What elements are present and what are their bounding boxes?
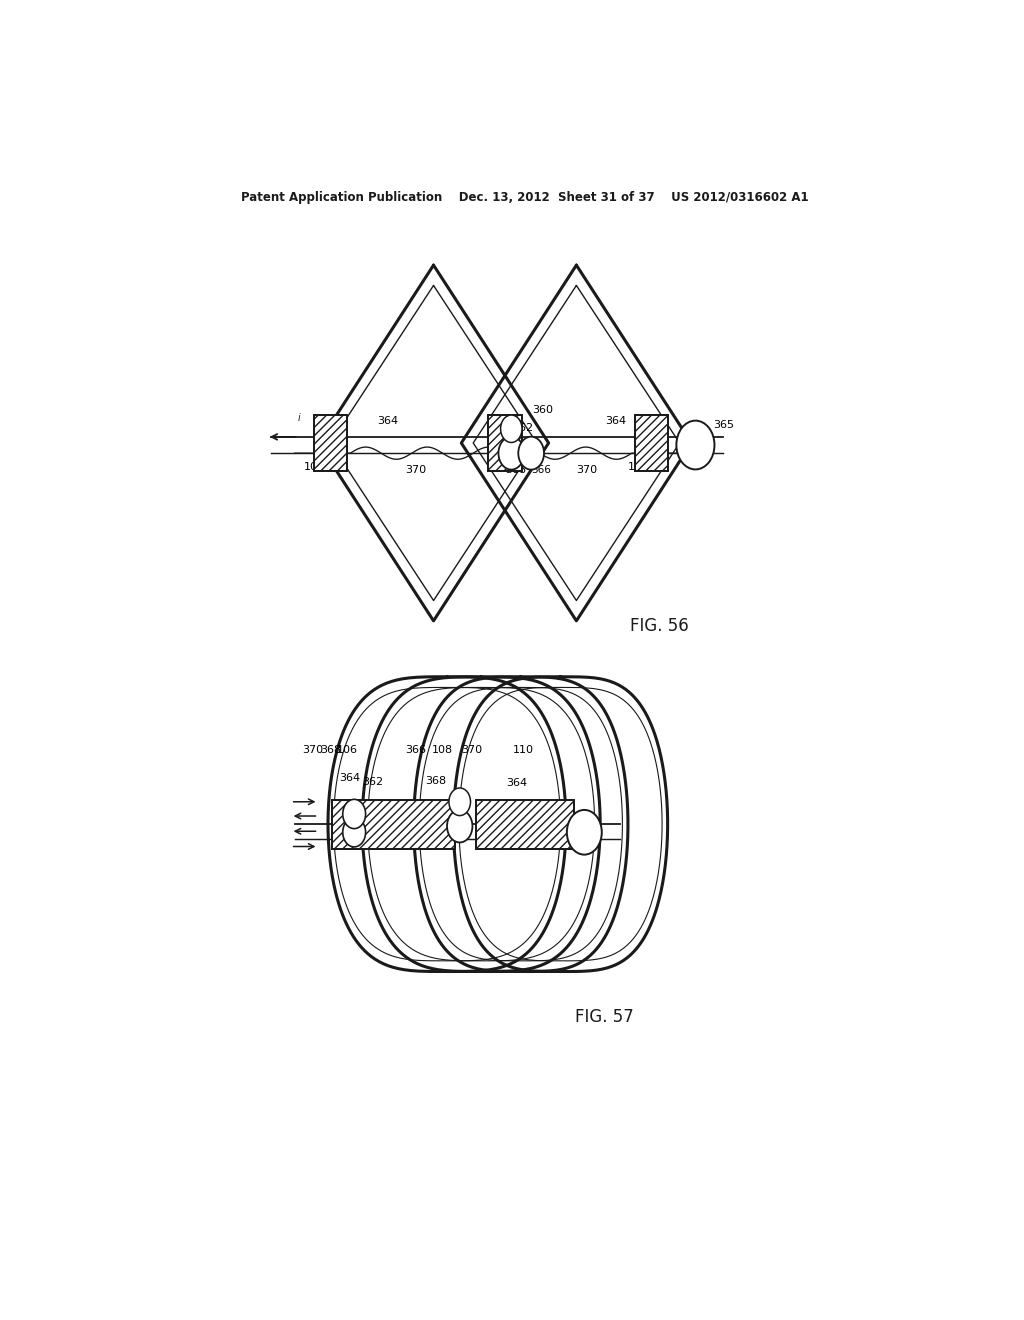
Text: FIG. 56: FIG. 56	[631, 616, 689, 635]
Text: 366: 366	[531, 466, 551, 475]
Text: 364: 364	[377, 416, 398, 425]
Bar	[475, 800, 574, 849]
Text: 110: 110	[628, 462, 649, 473]
Text: 106: 106	[337, 744, 358, 755]
Bar	[488, 414, 521, 471]
Text: 108: 108	[432, 744, 453, 755]
Circle shape	[447, 810, 472, 842]
Circle shape	[499, 437, 524, 470]
Text: 106: 106	[304, 462, 325, 473]
Circle shape	[343, 817, 366, 847]
Text: 364: 364	[506, 779, 527, 788]
Text: 366: 366	[404, 744, 426, 755]
Bar	[313, 414, 347, 471]
Bar	[488, 414, 521, 471]
Circle shape	[501, 414, 522, 442]
Text: 370: 370	[406, 466, 427, 475]
Circle shape	[343, 800, 366, 829]
Text: 360: 360	[532, 405, 554, 416]
Bar	[488, 414, 521, 471]
Bar	[333, 800, 456, 849]
Text: 364: 364	[340, 774, 360, 783]
Bar	[635, 414, 669, 471]
Text: 110: 110	[513, 744, 534, 755]
Text: 368: 368	[319, 744, 341, 755]
Text: 370: 370	[461, 744, 482, 755]
Bar	[333, 800, 456, 849]
Bar	[635, 414, 669, 471]
Circle shape	[449, 788, 470, 816]
Text: 370: 370	[302, 744, 324, 755]
Text: 365: 365	[713, 420, 734, 430]
Text: Patent Application Publication    Dec. 13, 2012  Sheet 31 of 37    US 2012/03166: Patent Application Publication Dec. 13, …	[241, 190, 809, 203]
Bar	[475, 800, 574, 849]
Bar	[313, 414, 347, 471]
Text: 362: 362	[512, 422, 532, 433]
Text: 368: 368	[505, 466, 526, 475]
Text: 370: 370	[577, 466, 597, 475]
Circle shape	[518, 437, 544, 470]
Text: FIG. 57: FIG. 57	[574, 1008, 634, 1026]
Bar	[313, 414, 347, 471]
Text: 364: 364	[605, 416, 626, 425]
Circle shape	[567, 810, 602, 854]
Text: 368: 368	[425, 776, 446, 787]
Text: i: i	[297, 413, 300, 422]
Text: 108: 108	[487, 462, 508, 473]
Bar	[333, 800, 456, 849]
Bar	[635, 414, 669, 471]
Circle shape	[677, 421, 715, 470]
Bar	[475, 800, 574, 849]
Text: 362: 362	[361, 777, 383, 788]
